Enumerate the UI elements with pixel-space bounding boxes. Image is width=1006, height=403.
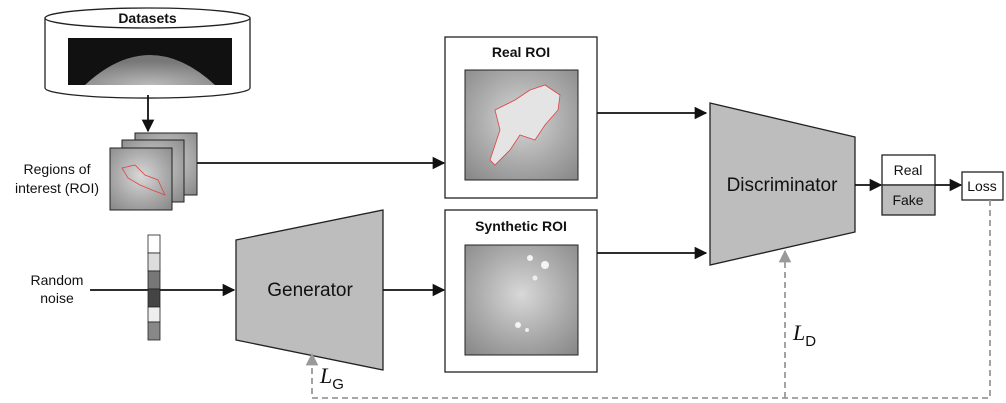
fake-label: Fake [892,192,923,208]
real-label: Real [894,162,923,178]
datasets-label: Datasets [118,10,177,26]
noise-vector [148,235,160,340]
datasets: Datasets [45,8,250,98]
discriminator-label: Discriminator [727,175,839,196]
synthetic-roi: Synthetic ROI [445,210,597,372]
synthetic-roi-label: Synthetic ROI [475,218,567,234]
gan-diagram: Datasets Regions of interest (ROI) Real … [0,0,1006,403]
roi-stack [110,133,197,210]
real-roi: Real ROI [445,37,597,198]
generator-label: Generator [267,280,353,301]
loss-d-symbol: L [792,320,805,345]
loss-g-subscript: G [332,376,344,393]
real-roi-label: Real ROI [492,44,550,60]
loss-g: LG [319,363,344,393]
noise-label-line: Random [31,272,84,288]
loss-label: Loss [967,178,997,194]
loss-d-subscript: D [805,333,816,350]
roi-label-line: Regions of [24,161,91,177]
loss-g-symbol: L [319,363,332,388]
loss-d: LD [792,320,816,350]
roi-label-line: interest (ROI) [15,180,99,196]
generator-feedback [312,200,990,398]
noise-label-line: noise [40,290,74,306]
